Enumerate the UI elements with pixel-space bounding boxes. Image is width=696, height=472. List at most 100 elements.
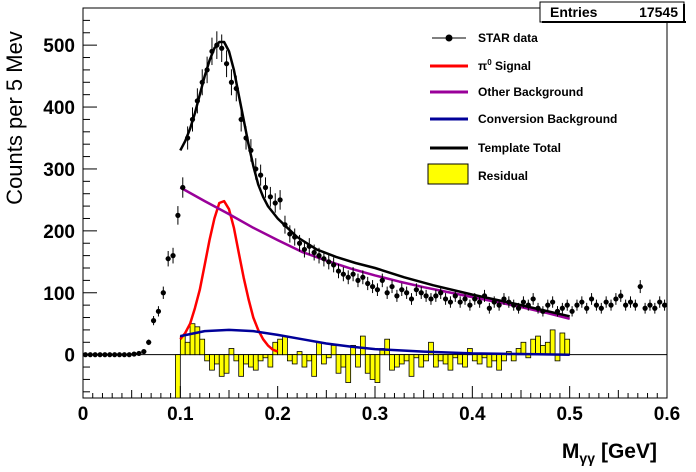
data-point — [584, 305, 590, 311]
residual-bar — [559, 332, 566, 356]
data-point — [515, 305, 522, 311]
residual-bar — [428, 341, 434, 356]
residual-bar — [335, 354, 342, 374]
residual-bar — [496, 354, 502, 371]
residual-bar — [199, 338, 206, 356]
stats-entries-value: 17545 — [639, 4, 678, 20]
data-point — [223, 61, 230, 67]
data-point — [588, 296, 595, 302]
x-tick-label: 0.3 — [362, 404, 388, 425]
data-point — [194, 98, 200, 104]
data-point — [501, 296, 507, 302]
data-point — [267, 194, 273, 200]
x-tick-label: 0.1 — [167, 404, 194, 425]
data-point — [623, 302, 629, 308]
data-point — [657, 299, 663, 305]
data-point — [632, 302, 638, 308]
residual-bar — [476, 354, 483, 365]
residual-bar — [286, 354, 293, 362]
residual-bar — [398, 354, 405, 365]
residual-bar — [408, 354, 415, 377]
data-point — [579, 299, 585, 305]
residual-bar — [549, 329, 556, 356]
data-point — [335, 268, 342, 274]
x-tick-label: 0 — [78, 404, 89, 425]
data-point — [433, 293, 439, 299]
data-point — [603, 299, 609, 305]
data-point — [394, 293, 400, 299]
data-point — [282, 222, 288, 228]
residual-bar — [316, 341, 322, 356]
data-point — [481, 293, 488, 299]
data-point — [520, 299, 527, 305]
data-point — [438, 290, 444, 296]
data-point — [525, 302, 531, 308]
residual-bar — [189, 323, 196, 356]
y-tick-label: 500 — [43, 36, 75, 57]
residual-histogram — [175, 323, 571, 399]
residual-bar — [467, 348, 473, 356]
svg-text:Other Background: Other Background — [478, 85, 583, 99]
residual-bar — [501, 354, 507, 362]
data-point — [550, 299, 556, 305]
data-point — [491, 299, 497, 305]
x-axis-label-sub: γγ — [579, 450, 595, 466]
residual-bar — [218, 354, 225, 377]
data-point — [102, 352, 108, 358]
data-point — [652, 305, 658, 311]
data-point — [486, 305, 492, 311]
legend-entry-template-total: Template Total — [430, 141, 561, 155]
data-point — [462, 296, 468, 302]
residual-bar — [418, 354, 425, 368]
residual-bar — [267, 354, 274, 368]
data-point — [214, 42, 220, 48]
data-point — [311, 249, 317, 256]
residual-bar — [340, 354, 347, 368]
residual-bar — [447, 354, 454, 371]
residual-bar — [248, 354, 254, 368]
residual-bar — [252, 354, 259, 371]
data-point — [97, 352, 103, 358]
residual-bar — [350, 344, 356, 356]
residual-bar — [491, 354, 498, 362]
curves — [179, 40, 571, 356]
data-point — [365, 280, 371, 287]
data-point — [112, 352, 118, 358]
data-point — [530, 296, 536, 302]
data-point — [126, 352, 132, 358]
data-point — [477, 299, 483, 305]
svg-text:Conversion Background: Conversion Background — [478, 112, 617, 126]
residual-bar — [262, 354, 269, 359]
data-point — [389, 283, 395, 290]
data-point — [326, 259, 332, 265]
y-tick-label: 0 — [64, 346, 75, 367]
y-axis-label: Counts per 5 Mev — [2, 31, 27, 205]
data-point — [428, 296, 434, 302]
residual-bar — [452, 354, 459, 359]
data-point — [593, 302, 600, 308]
residual-bar — [394, 354, 400, 368]
x-tick-label: 0.5 — [556, 404, 583, 425]
svg-text:π0 Signal: π0 Signal — [478, 58, 531, 73]
data-point — [155, 308, 162, 314]
legend-entry-pi0-signal: π0 Signal — [430, 58, 531, 73]
data-point — [360, 274, 366, 280]
residual-bar — [296, 351, 303, 356]
x-axis-label: Mγγ [GeV] — [562, 440, 657, 466]
residual-bar — [175, 354, 181, 399]
data-point — [369, 283, 376, 290]
residual-bar — [413, 354, 420, 359]
data-point — [472, 296, 478, 302]
residual-bar — [471, 354, 478, 362]
data-point — [228, 79, 235, 85]
data-point — [185, 135, 191, 141]
residual-bar — [301, 354, 308, 368]
svg-text:Template Total: Template Total — [478, 141, 561, 155]
data-point — [301, 246, 308, 253]
data-point — [160, 290, 166, 296]
series-line-other-background — [179, 186, 571, 321]
data-point — [175, 212, 181, 218]
data-point — [141, 348, 147, 355]
residual-bar — [209, 354, 215, 371]
